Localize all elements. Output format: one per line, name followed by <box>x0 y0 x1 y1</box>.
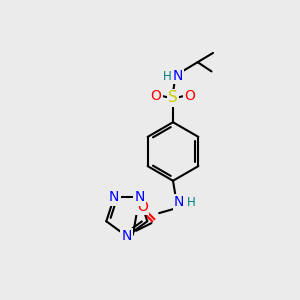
Text: N: N <box>109 190 119 204</box>
Text: H: H <box>187 196 196 209</box>
Text: O: O <box>184 89 195 103</box>
Text: N: N <box>174 195 184 209</box>
Text: O: O <box>151 89 161 103</box>
Text: N: N <box>134 190 145 204</box>
Text: N: N <box>122 229 132 243</box>
Text: H: H <box>163 70 171 83</box>
Text: S: S <box>168 90 178 105</box>
Text: N: N <box>172 69 183 83</box>
Text: O: O <box>137 200 148 214</box>
